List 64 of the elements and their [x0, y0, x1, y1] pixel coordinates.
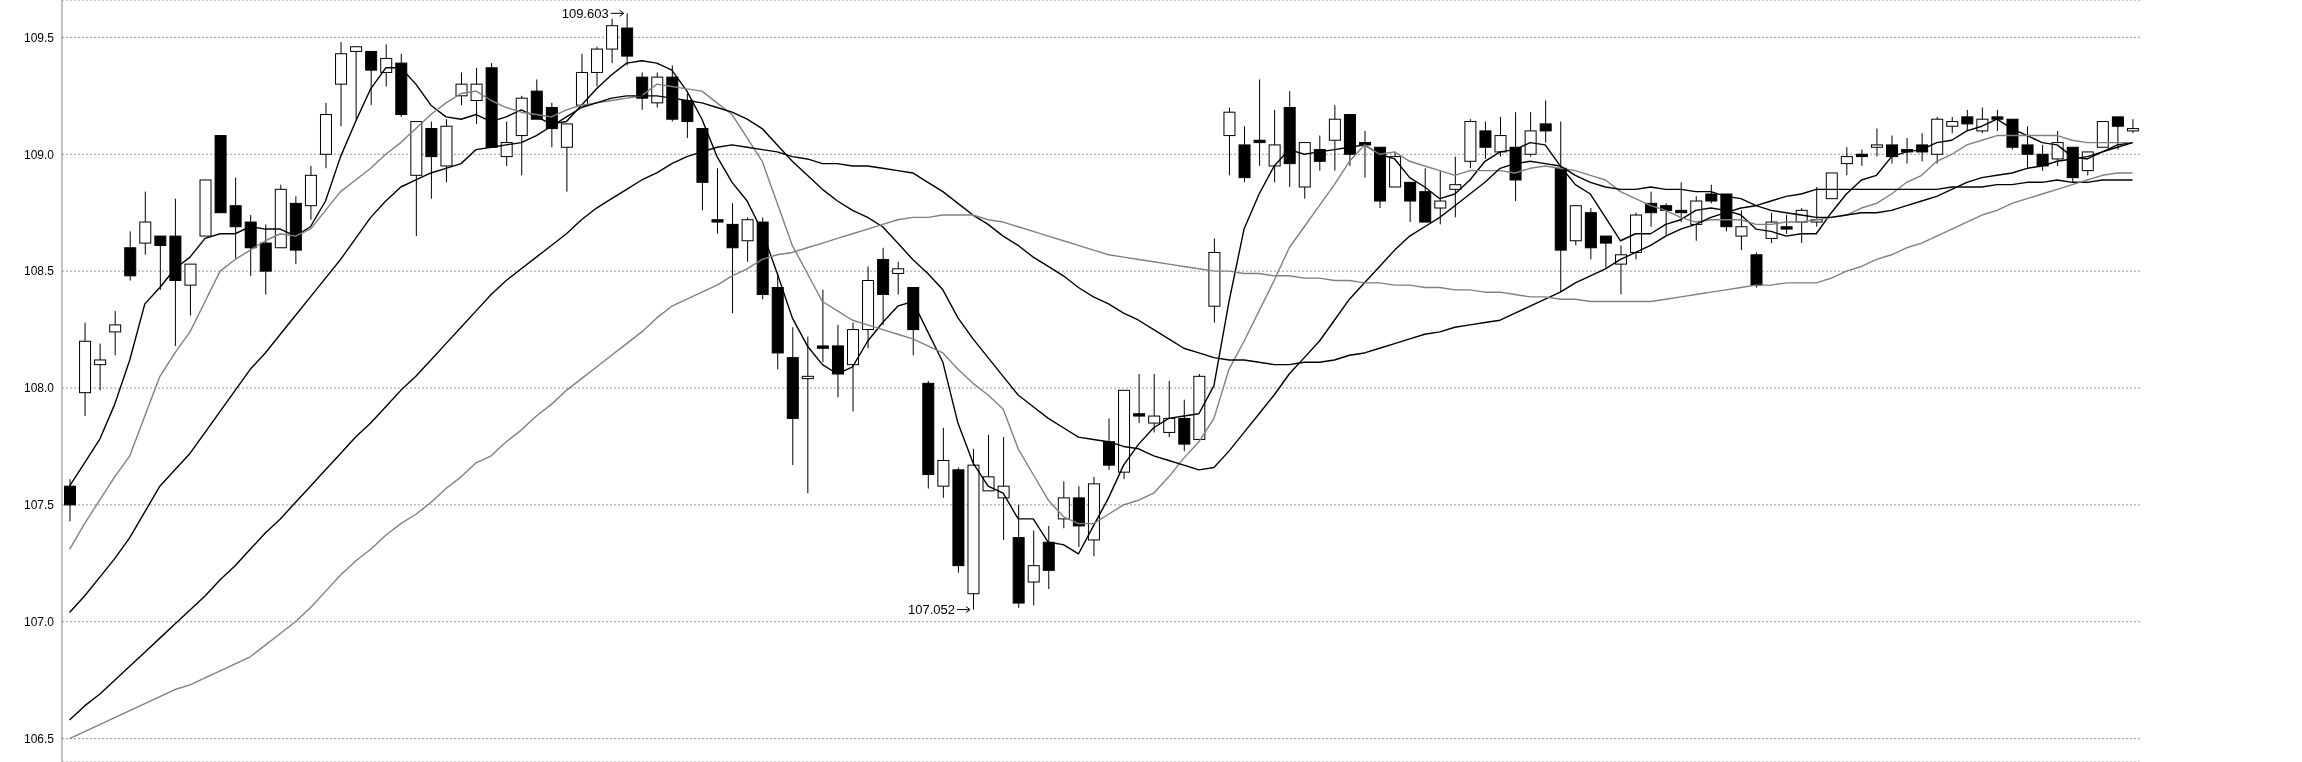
candlestick — [1479, 121, 1492, 160]
candlestick — [1916, 132, 1929, 162]
candlestick — [1886, 135, 1899, 165]
y-tick-label: 108.5 — [23, 264, 55, 279]
candlestick — [1599, 235, 1612, 270]
candlestick — [1434, 170, 1447, 225]
candlestick — [1855, 149, 1868, 167]
y-tick-label: 109.5 — [23, 30, 55, 45]
candlestick — [1253, 78, 1266, 167]
candlestick — [1103, 417, 1115, 471]
y-tick-label: 109.0 — [23, 147, 55, 162]
candlestick — [2111, 116, 2124, 151]
candlestick — [1057, 481, 1070, 529]
candlestick — [1268, 109, 1281, 183]
candlestick — [1735, 209, 1748, 251]
candlestick — [1494, 116, 1507, 158]
candlestick — [1524, 111, 1537, 158]
y-tick-label: 107.5 — [23, 498, 55, 513]
candlestick — [139, 191, 152, 256]
candlestick — [892, 261, 905, 296]
candlestick — [470, 67, 483, 125]
candlestick — [184, 263, 197, 317]
y-tick-label: 108.0 — [23, 381, 55, 396]
candlestick — [1705, 184, 1718, 204]
candlestick — [997, 436, 1010, 541]
candlestick — [1148, 373, 1161, 433]
candlestick — [1027, 530, 1040, 606]
candlestick — [816, 289, 829, 363]
candlestick — [606, 18, 619, 64]
candlestick — [1660, 202, 1673, 237]
annotation: 107.052 — [908, 602, 956, 618]
candlestick — [726, 202, 739, 314]
candlestick — [1449, 156, 1462, 218]
candlestick — [801, 336, 814, 494]
candlestick — [1870, 128, 1883, 158]
candlestick — [1313, 135, 1326, 172]
y-tick-label: 106.5 — [23, 731, 55, 746]
candlestick — [1328, 104, 1341, 172]
y-tick-label: 107.0 — [23, 615, 55, 630]
candlestick — [1133, 373, 1146, 424]
candlestick — [1358, 130, 1371, 179]
candlestick — [1539, 100, 1552, 144]
candlestick — [711, 167, 724, 235]
annotation: 109.603 — [561, 5, 609, 21]
candlestick — [2021, 125, 2034, 169]
candlestick — [1780, 214, 1793, 235]
candlestick — [1976, 107, 1989, 134]
candlestick — [2036, 144, 2049, 172]
candlestick — [94, 343, 107, 391]
candlestick — [1404, 181, 1417, 223]
candlestick — [741, 216, 754, 263]
candlestick — [1675, 181, 1688, 223]
candlestick — [2126, 118, 2139, 134]
candlestick — [1991, 109, 2004, 132]
candlestick — [109, 310, 122, 356]
candlestick — [1961, 109, 1974, 132]
candlestick — [1840, 146, 1853, 176]
candlestick — [1223, 107, 1236, 176]
candlestick — [1163, 380, 1176, 438]
candlestick — [229, 177, 242, 260]
candlestick — [560, 123, 573, 193]
candlestick — [154, 235, 167, 291]
candlestick — [455, 71, 468, 106]
candlestick — [500, 121, 513, 167]
